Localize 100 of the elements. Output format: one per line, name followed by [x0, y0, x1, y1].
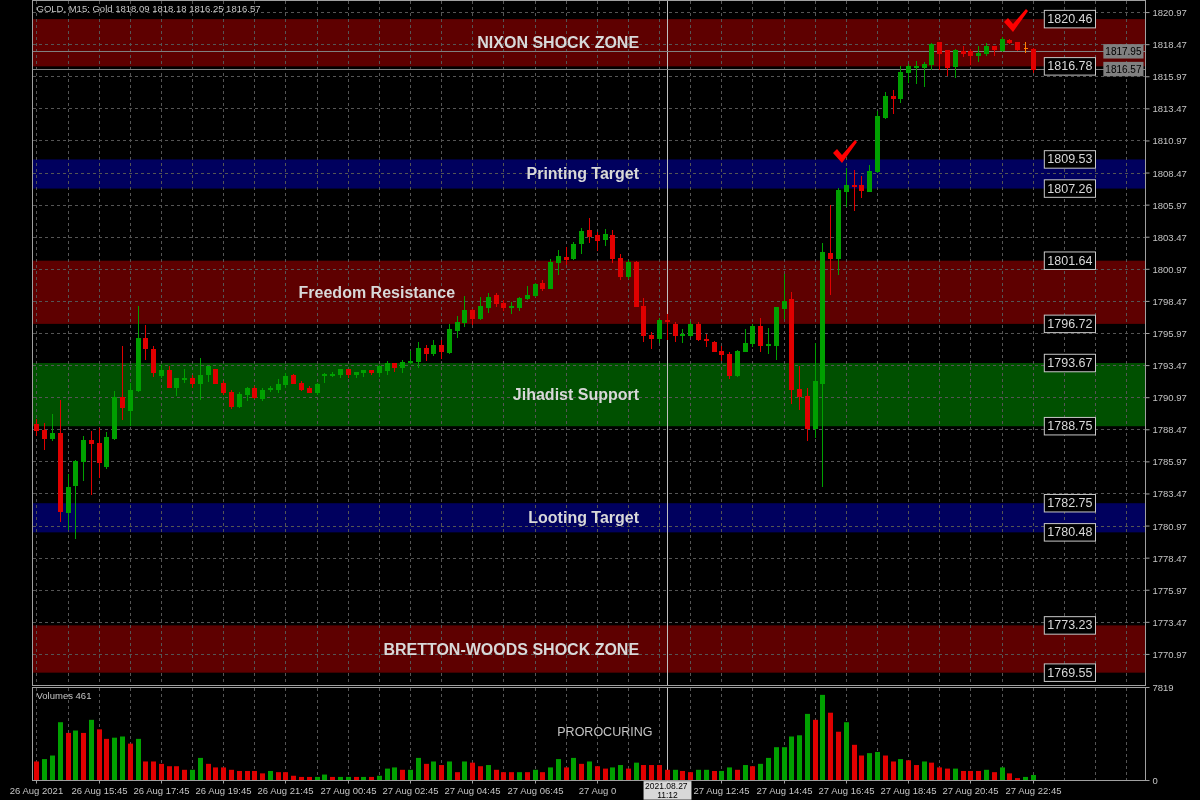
bar [875, 751, 880, 781]
bar [260, 773, 265, 781]
candlestick [276, 378, 281, 394]
bar [128, 743, 133, 781]
candlestick [820, 242, 825, 488]
annotation: PROROCURING [557, 725, 653, 739]
band-label: Printing Target [526, 165, 640, 183]
candlestick [229, 389, 234, 410]
bar [610, 767, 615, 781]
candlestick [743, 328, 748, 353]
candlestick [213, 368, 218, 384]
candlestick [844, 167, 849, 208]
candlestick [813, 342, 818, 439]
bar [595, 766, 600, 781]
candlestick [758, 317, 763, 353]
bar [883, 755, 888, 781]
bar [727, 767, 732, 781]
candlestick [657, 317, 662, 344]
y-tick-label: 1770.97 [1152, 648, 1187, 660]
y-tick-label: 1800.97 [1152, 263, 1187, 275]
bar [190, 769, 195, 781]
candlestick [494, 292, 499, 308]
x-tick-label: 27 Aug 02:45 [382, 785, 439, 796]
y-tick-label: 1788.47 [1152, 424, 1187, 436]
bar [945, 768, 950, 781]
bar [712, 770, 717, 781]
candlestick [595, 231, 600, 252]
bar [1007, 773, 1012, 781]
candlestick [774, 306, 779, 361]
bar [891, 761, 896, 781]
bar [984, 769, 989, 781]
band-label: BRETTON-WOODS SHOCK ZONE [383, 640, 640, 658]
bar [283, 772, 288, 781]
bar [680, 770, 685, 781]
bar [104, 738, 109, 781]
bar [424, 763, 429, 781]
bar [494, 769, 499, 781]
candlestick [307, 385, 312, 394]
candlestick [836, 187, 841, 276]
bar [182, 769, 187, 781]
bar [136, 738, 141, 781]
candlestick [42, 422, 47, 451]
y-tick-label: 1808.47 [1152, 167, 1187, 179]
candlestick [719, 345, 724, 362]
y-tick-label: 1775.97 [1152, 584, 1187, 596]
bar [245, 770, 250, 781]
candlestick [649, 331, 654, 350]
candlestick [377, 364, 382, 378]
annotation: 1788.75 [1047, 419, 1093, 434]
bar [922, 761, 927, 781]
bar [867, 753, 872, 781]
candlestick [315, 382, 320, 396]
candlestick [906, 63, 911, 84]
bar [859, 755, 864, 781]
bar [929, 762, 934, 781]
bar [431, 761, 436, 781]
band-label: NIXON SHOCK ZONE [477, 34, 640, 52]
candlestick [361, 369, 366, 378]
candlestick [501, 299, 506, 312]
bar [634, 762, 639, 781]
bar [626, 768, 631, 781]
candlestick [81, 435, 86, 482]
bar [688, 772, 693, 781]
bar [766, 757, 771, 781]
candlestick [104, 431, 109, 470]
y-tick-label: 1793.47 [1152, 360, 1187, 372]
bar [229, 769, 234, 781]
bar [937, 767, 942, 781]
candlestick [968, 48, 973, 66]
bar [455, 772, 460, 781]
bar [501, 772, 506, 781]
bar [486, 765, 491, 781]
annotation: 1782.75 [1047, 496, 1093, 511]
x-tick-label: 26 Aug 2021 [9, 785, 64, 796]
annotation: 1807.26 [1047, 181, 1093, 196]
candlestick [167, 365, 172, 389]
candlestick [797, 365, 802, 411]
candlestick [291, 373, 296, 385]
candlestick [984, 42, 989, 57]
x-tick-label: 26 Aug 21:45 [257, 785, 314, 796]
bar [813, 719, 818, 781]
candlestick [525, 285, 530, 301]
candlestick [548, 258, 553, 290]
candlestick [712, 340, 717, 353]
candlestick [120, 345, 125, 421]
bar [914, 765, 919, 781]
candlestick [50, 413, 55, 442]
bar [906, 760, 911, 781]
bar [97, 729, 102, 781]
bar [120, 736, 125, 781]
candlestick [89, 430, 94, 496]
candlestick [462, 295, 467, 328]
bar [603, 768, 608, 781]
y-tick-label: 1815.97 [1152, 71, 1187, 83]
bar [439, 765, 444, 781]
band-label: Looting Target [528, 509, 640, 527]
x-tick-label: 27 Aug 16:45 [818, 785, 875, 796]
candlestick [369, 369, 374, 376]
bar [167, 766, 172, 781]
candlestick [929, 42, 934, 71]
